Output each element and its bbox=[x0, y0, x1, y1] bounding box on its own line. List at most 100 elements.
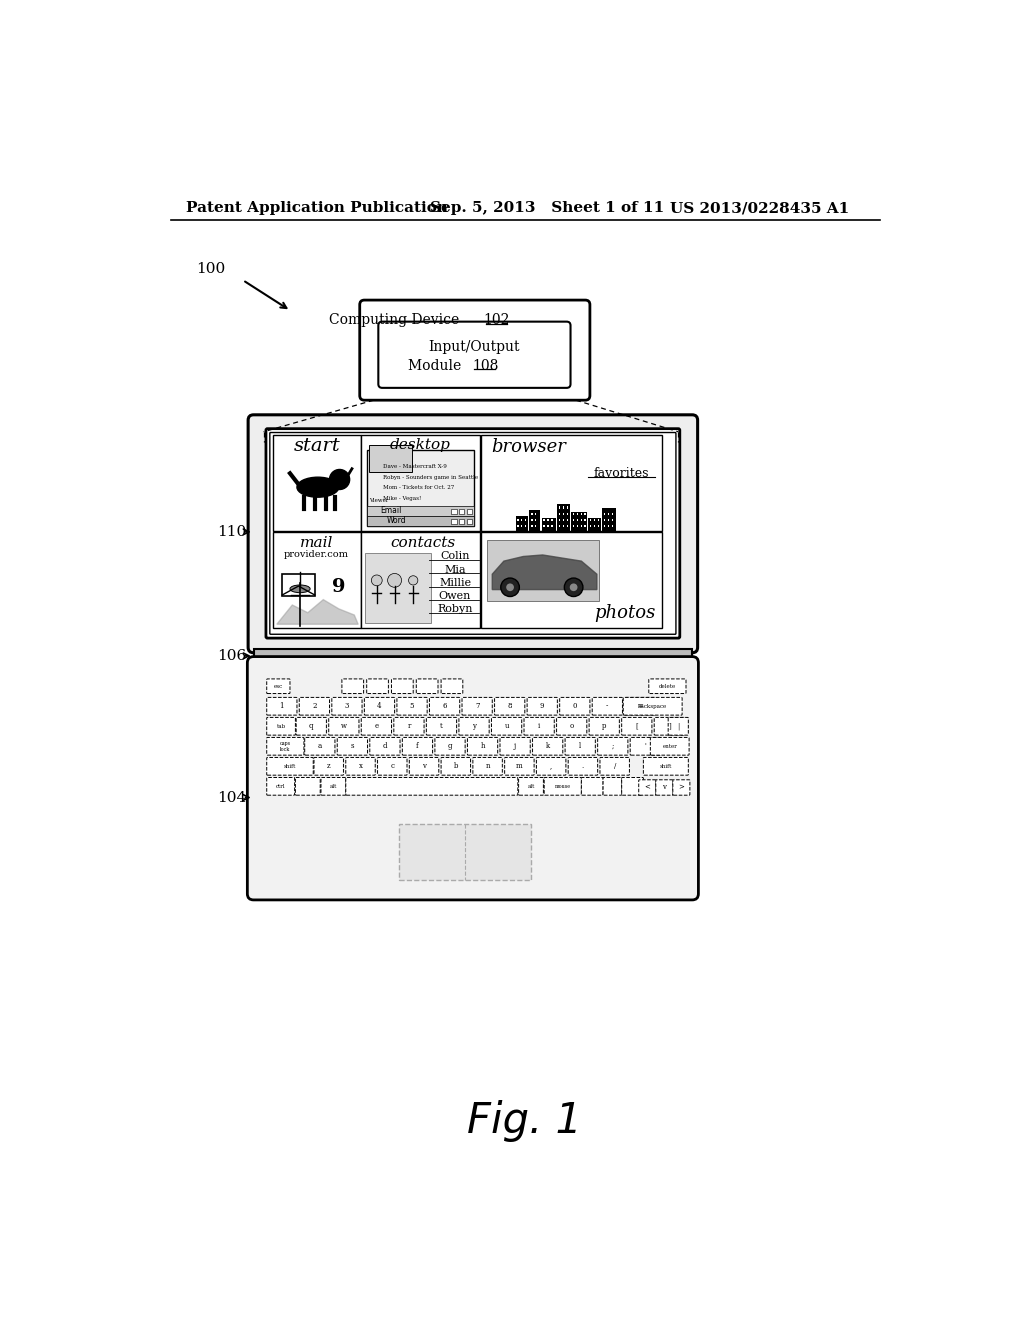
Text: Mom - Tickets for Oct. 27: Mom - Tickets for Oct. 27 bbox=[383, 486, 455, 491]
FancyBboxPatch shape bbox=[441, 678, 463, 693]
Text: US 2013/0228435 A1: US 2013/0228435 A1 bbox=[671, 202, 850, 215]
Bar bbox=[547, 519, 549, 521]
Text: ctrl: ctrl bbox=[275, 784, 286, 789]
FancyBboxPatch shape bbox=[527, 697, 557, 715]
Bar bbox=[598, 525, 599, 527]
Bar bbox=[572, 519, 574, 521]
FancyBboxPatch shape bbox=[346, 758, 375, 775]
FancyBboxPatch shape bbox=[266, 429, 680, 638]
Text: w: w bbox=[341, 722, 347, 730]
Text: z: z bbox=[327, 763, 331, 771]
Text: 100: 100 bbox=[197, 261, 225, 276]
Text: 4: 4 bbox=[377, 702, 382, 710]
Bar bbox=[559, 507, 560, 508]
Bar bbox=[521, 519, 522, 521]
Text: 106: 106 bbox=[217, 649, 247, 663]
Text: ,: , bbox=[550, 763, 552, 771]
Text: k: k bbox=[546, 742, 550, 750]
Bar bbox=[604, 519, 605, 521]
Bar bbox=[531, 525, 532, 527]
Bar bbox=[559, 519, 560, 521]
Bar bbox=[551, 525, 553, 527]
Bar bbox=[452, 508, 457, 515]
FancyBboxPatch shape bbox=[391, 678, 414, 693]
FancyBboxPatch shape bbox=[649, 678, 686, 693]
FancyBboxPatch shape bbox=[378, 322, 570, 388]
Text: Dave - Mastercraft X-9: Dave - Mastercraft X-9 bbox=[383, 463, 446, 469]
FancyBboxPatch shape bbox=[655, 780, 673, 795]
FancyBboxPatch shape bbox=[329, 718, 359, 735]
Text: Viewer: Viewer bbox=[369, 498, 388, 503]
Bar bbox=[452, 519, 457, 524]
Bar bbox=[524, 525, 526, 527]
Circle shape bbox=[372, 576, 382, 586]
Text: desktop: desktop bbox=[390, 438, 451, 451]
Bar bbox=[559, 525, 560, 527]
FancyBboxPatch shape bbox=[361, 718, 391, 735]
Text: Input/Output: Input/Output bbox=[429, 341, 520, 354]
Text: n: n bbox=[485, 763, 489, 771]
Bar bbox=[602, 508, 616, 533]
Text: .: . bbox=[582, 763, 584, 771]
Bar bbox=[366, 553, 431, 623]
FancyBboxPatch shape bbox=[544, 777, 582, 795]
FancyBboxPatch shape bbox=[266, 697, 297, 715]
Bar bbox=[486, 540, 599, 601]
Ellipse shape bbox=[297, 478, 339, 498]
Bar bbox=[517, 519, 518, 521]
Bar bbox=[361, 434, 480, 531]
FancyBboxPatch shape bbox=[266, 738, 304, 755]
Text: g: g bbox=[447, 742, 453, 750]
Bar bbox=[566, 525, 568, 527]
FancyBboxPatch shape bbox=[441, 758, 471, 775]
Text: Mia: Mia bbox=[444, 565, 466, 574]
Bar bbox=[542, 517, 556, 533]
Text: 104: 104 bbox=[217, 791, 247, 804]
FancyBboxPatch shape bbox=[589, 718, 620, 735]
Text: m: m bbox=[516, 763, 522, 771]
Bar bbox=[611, 512, 613, 515]
FancyBboxPatch shape bbox=[650, 738, 689, 755]
Bar bbox=[467, 519, 472, 524]
Bar bbox=[611, 519, 613, 521]
Bar bbox=[551, 519, 553, 521]
Bar bbox=[368, 506, 474, 516]
Bar bbox=[566, 519, 568, 521]
Text: p: p bbox=[602, 722, 606, 730]
Text: tab: tab bbox=[276, 723, 286, 729]
FancyBboxPatch shape bbox=[568, 758, 598, 775]
FancyBboxPatch shape bbox=[673, 780, 690, 795]
FancyBboxPatch shape bbox=[560, 697, 590, 715]
FancyBboxPatch shape bbox=[630, 738, 660, 755]
Text: delete: delete bbox=[658, 684, 676, 689]
Bar bbox=[577, 519, 579, 521]
Bar bbox=[581, 512, 583, 515]
Ellipse shape bbox=[290, 585, 310, 593]
Text: Module: Module bbox=[408, 359, 465, 372]
Bar bbox=[572, 512, 574, 515]
Circle shape bbox=[564, 578, 583, 597]
FancyBboxPatch shape bbox=[625, 697, 655, 715]
Text: /: / bbox=[613, 763, 615, 771]
FancyBboxPatch shape bbox=[417, 678, 438, 693]
FancyBboxPatch shape bbox=[592, 697, 623, 715]
FancyBboxPatch shape bbox=[332, 697, 362, 715]
Text: 110: 110 bbox=[217, 525, 247, 539]
FancyBboxPatch shape bbox=[342, 678, 364, 693]
FancyBboxPatch shape bbox=[378, 758, 407, 775]
Text: favorites: favorites bbox=[594, 467, 649, 480]
Text: photos: photos bbox=[594, 603, 655, 622]
FancyBboxPatch shape bbox=[394, 718, 424, 735]
Bar bbox=[577, 525, 579, 527]
Text: 2: 2 bbox=[312, 702, 316, 710]
Circle shape bbox=[569, 583, 578, 591]
Bar bbox=[535, 525, 537, 527]
FancyBboxPatch shape bbox=[473, 758, 503, 775]
FancyBboxPatch shape bbox=[500, 738, 530, 755]
Bar bbox=[517, 525, 518, 527]
FancyBboxPatch shape bbox=[600, 758, 630, 775]
Text: Millie: Millie bbox=[439, 578, 471, 587]
Bar bbox=[585, 525, 586, 527]
Bar bbox=[515, 516, 528, 533]
Bar bbox=[566, 512, 568, 515]
